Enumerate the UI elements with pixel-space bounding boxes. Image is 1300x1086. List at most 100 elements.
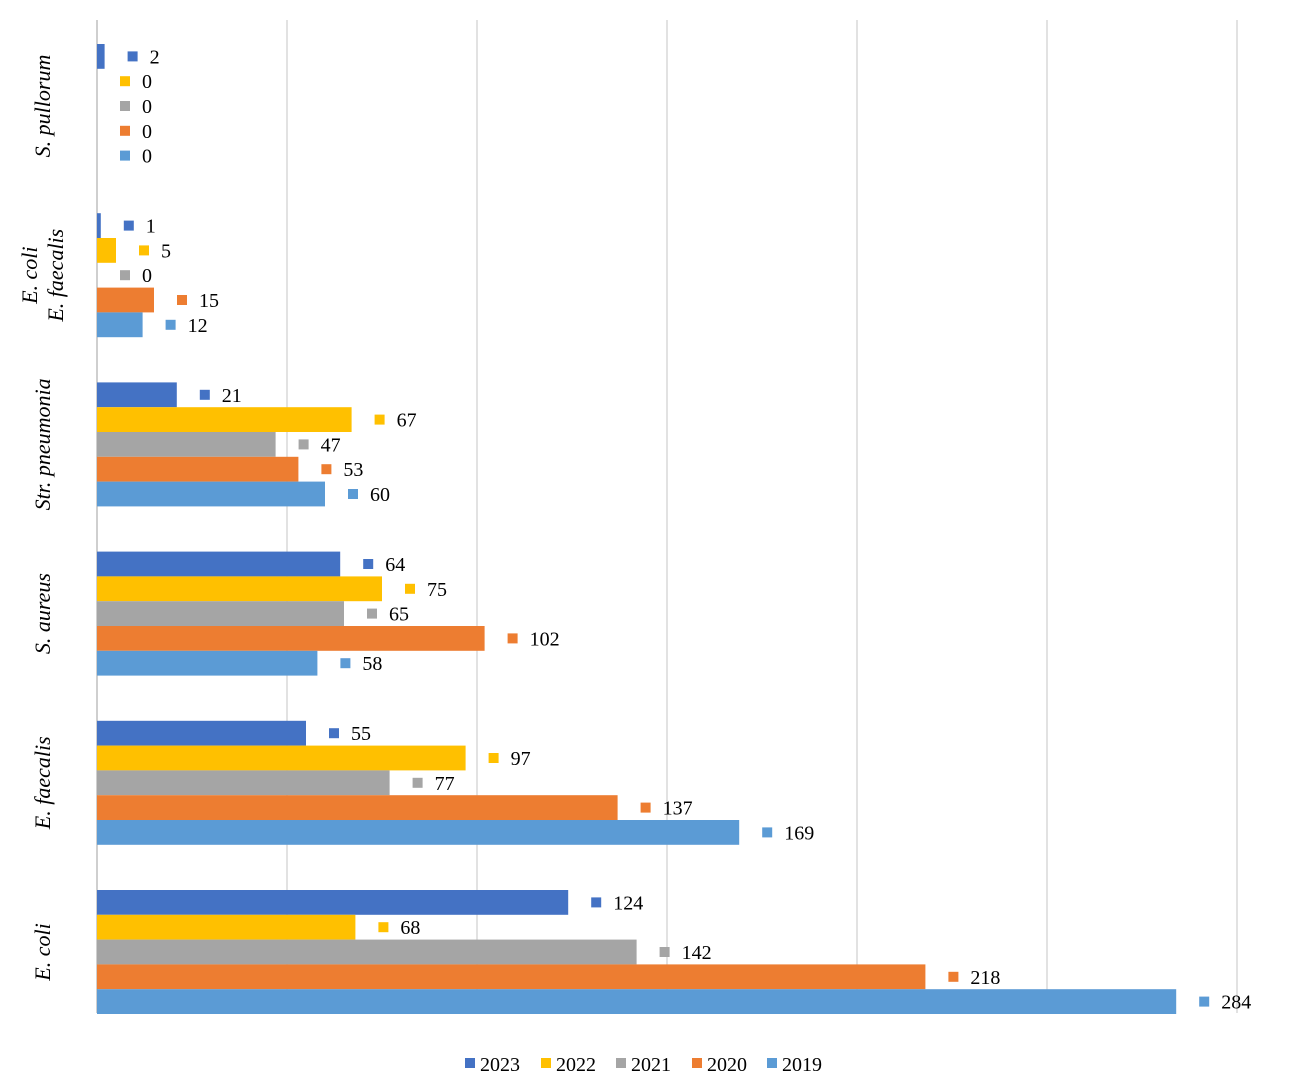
label-marker-2021-3 xyxy=(367,608,377,619)
label-marker-2020-3 xyxy=(507,633,518,644)
legend-label-2021: 2021 xyxy=(631,1054,671,1076)
data-label-2023-5: 124 xyxy=(613,892,643,914)
label-marker-2019-0 xyxy=(120,150,130,161)
data-label-2020-5: 218 xyxy=(970,967,1000,989)
data-label-2022-0: 0 xyxy=(142,71,152,93)
legend-swatch-2022 xyxy=(541,1058,551,1068)
label-marker-2019-4 xyxy=(762,827,773,838)
category-label-0-0: S. pullorum xyxy=(30,55,55,158)
data-label-2022-5: 68 xyxy=(400,917,420,939)
legend-label-2020: 2020 xyxy=(707,1054,747,1076)
bar-2020-1 xyxy=(97,287,154,313)
bar-2021-3 xyxy=(97,601,344,626)
legend-label-2022: 2022 xyxy=(556,1054,596,1076)
category-label-3-0: S. aureus xyxy=(30,573,55,654)
legend-swatch-2020 xyxy=(692,1058,702,1068)
bar-2020-4 xyxy=(97,795,618,820)
label-marker-2019-1 xyxy=(165,319,176,330)
label-marker-2019-5 xyxy=(1199,996,1210,1007)
bar-2022-2 xyxy=(97,407,352,432)
data-label-2020-0: 0 xyxy=(142,121,152,143)
data-label-2019-5: 284 xyxy=(1221,992,1251,1014)
data-label-2020-2: 53 xyxy=(343,459,363,481)
label-marker-2022-3 xyxy=(405,583,415,594)
category-label-2-0: Str. pneumonia xyxy=(30,378,55,510)
data-label-2021-4: 77 xyxy=(435,773,455,795)
category-label-1-0: E. coli xyxy=(17,246,42,304)
data-label-2020-4: 137 xyxy=(663,798,693,820)
legend-label-2023: 2023 xyxy=(480,1054,520,1076)
label-marker-2021-1 xyxy=(120,270,130,281)
bar-2023-4 xyxy=(97,720,306,746)
bar-2019-2 xyxy=(97,481,325,507)
label-marker-2023-0 xyxy=(127,51,138,62)
legend-swatch-2019 xyxy=(767,1058,777,1068)
label-marker-2020-1 xyxy=(177,295,187,305)
label-marker-2021-2 xyxy=(298,439,309,450)
data-label-2019-2: 60 xyxy=(370,484,390,506)
bar-2020-3 xyxy=(97,626,485,651)
bar-2023-5 xyxy=(97,890,569,915)
bar-2022-1 xyxy=(97,238,116,263)
label-marker-2021-4 xyxy=(412,777,423,788)
bar-2023-0 xyxy=(97,44,105,69)
label-marker-2020-4 xyxy=(640,802,651,813)
data-label-2021-2: 47 xyxy=(321,434,341,456)
bar-2022-3 xyxy=(97,576,382,602)
category-label-5-0: E. coli xyxy=(30,923,55,981)
data-label-2021-5: 142 xyxy=(682,942,712,964)
label-marker-2021-0 xyxy=(120,101,130,111)
data-label-2021-3: 65 xyxy=(389,604,409,626)
data-label-2021-1: 0 xyxy=(142,265,152,287)
data-label-2022-2: 67 xyxy=(397,410,417,432)
data-label-2020-1: 15 xyxy=(199,290,219,312)
bar-2023-2 xyxy=(97,382,177,408)
data-label-2023-4: 55 xyxy=(351,723,371,745)
label-marker-2022-4 xyxy=(488,753,499,763)
category-label-4-0: E. faecalis xyxy=(30,736,55,830)
label-marker-2021-5 xyxy=(659,947,670,957)
grid-lines xyxy=(96,20,1238,1013)
data-label-2023-3: 64 xyxy=(385,554,405,576)
bar-2023-1 xyxy=(97,213,101,238)
bar-series-group xyxy=(97,44,1177,1014)
label-marker-2019-3 xyxy=(340,658,351,669)
bar-2019-1 xyxy=(97,312,143,338)
bar-2023-3 xyxy=(97,551,341,577)
bar-2021-2 xyxy=(97,432,276,457)
data-label-2021-0: 0 xyxy=(142,96,152,118)
label-marker-2020-2 xyxy=(321,464,332,475)
data-label-2019-3: 58 xyxy=(362,653,382,675)
data-label-2019-1: 12 xyxy=(188,315,208,337)
data-label-2022-3: 75 xyxy=(427,579,447,601)
label-marker-2023-2 xyxy=(199,389,210,400)
data-label-2019-0: 0 xyxy=(142,146,152,168)
label-marker-2023-4 xyxy=(329,728,339,739)
data-label-2019-4: 169 xyxy=(784,822,814,844)
category-label-1-1: E. faecalis xyxy=(43,229,68,323)
legend-swatch-2023 xyxy=(465,1058,475,1068)
label-marker-2022-5 xyxy=(378,922,389,933)
bar-2019-3 xyxy=(97,650,318,676)
label-marker-2022-2 xyxy=(374,414,385,425)
label-marker-2020-5 xyxy=(948,971,959,982)
data-label-2023-1: 1 xyxy=(146,216,156,238)
bar-2020-2 xyxy=(97,456,299,482)
label-marker-2020-0 xyxy=(120,125,130,136)
bar-2020-5 xyxy=(97,964,926,990)
label-marker-2023-3 xyxy=(363,559,374,569)
legend: 2023 2022 2021 2020 2019 xyxy=(465,1054,822,1076)
legend-swatch-2021 xyxy=(616,1058,626,1068)
data-label-2023-0: 2 xyxy=(150,46,160,68)
label-marker-2023-1 xyxy=(123,220,134,231)
data-label-2022-1: 5 xyxy=(161,240,171,262)
bar-2019-5 xyxy=(97,989,1177,1014)
bar-2021-5 xyxy=(97,939,637,965)
data-label-2023-2: 21 xyxy=(222,385,242,407)
bar-2019-4 xyxy=(97,820,740,845)
bar-2022-4 xyxy=(97,745,466,771)
value-labels-group: 2000015015122167475360647565102585597771… xyxy=(120,46,1251,1014)
label-marker-2019-2 xyxy=(348,489,358,499)
